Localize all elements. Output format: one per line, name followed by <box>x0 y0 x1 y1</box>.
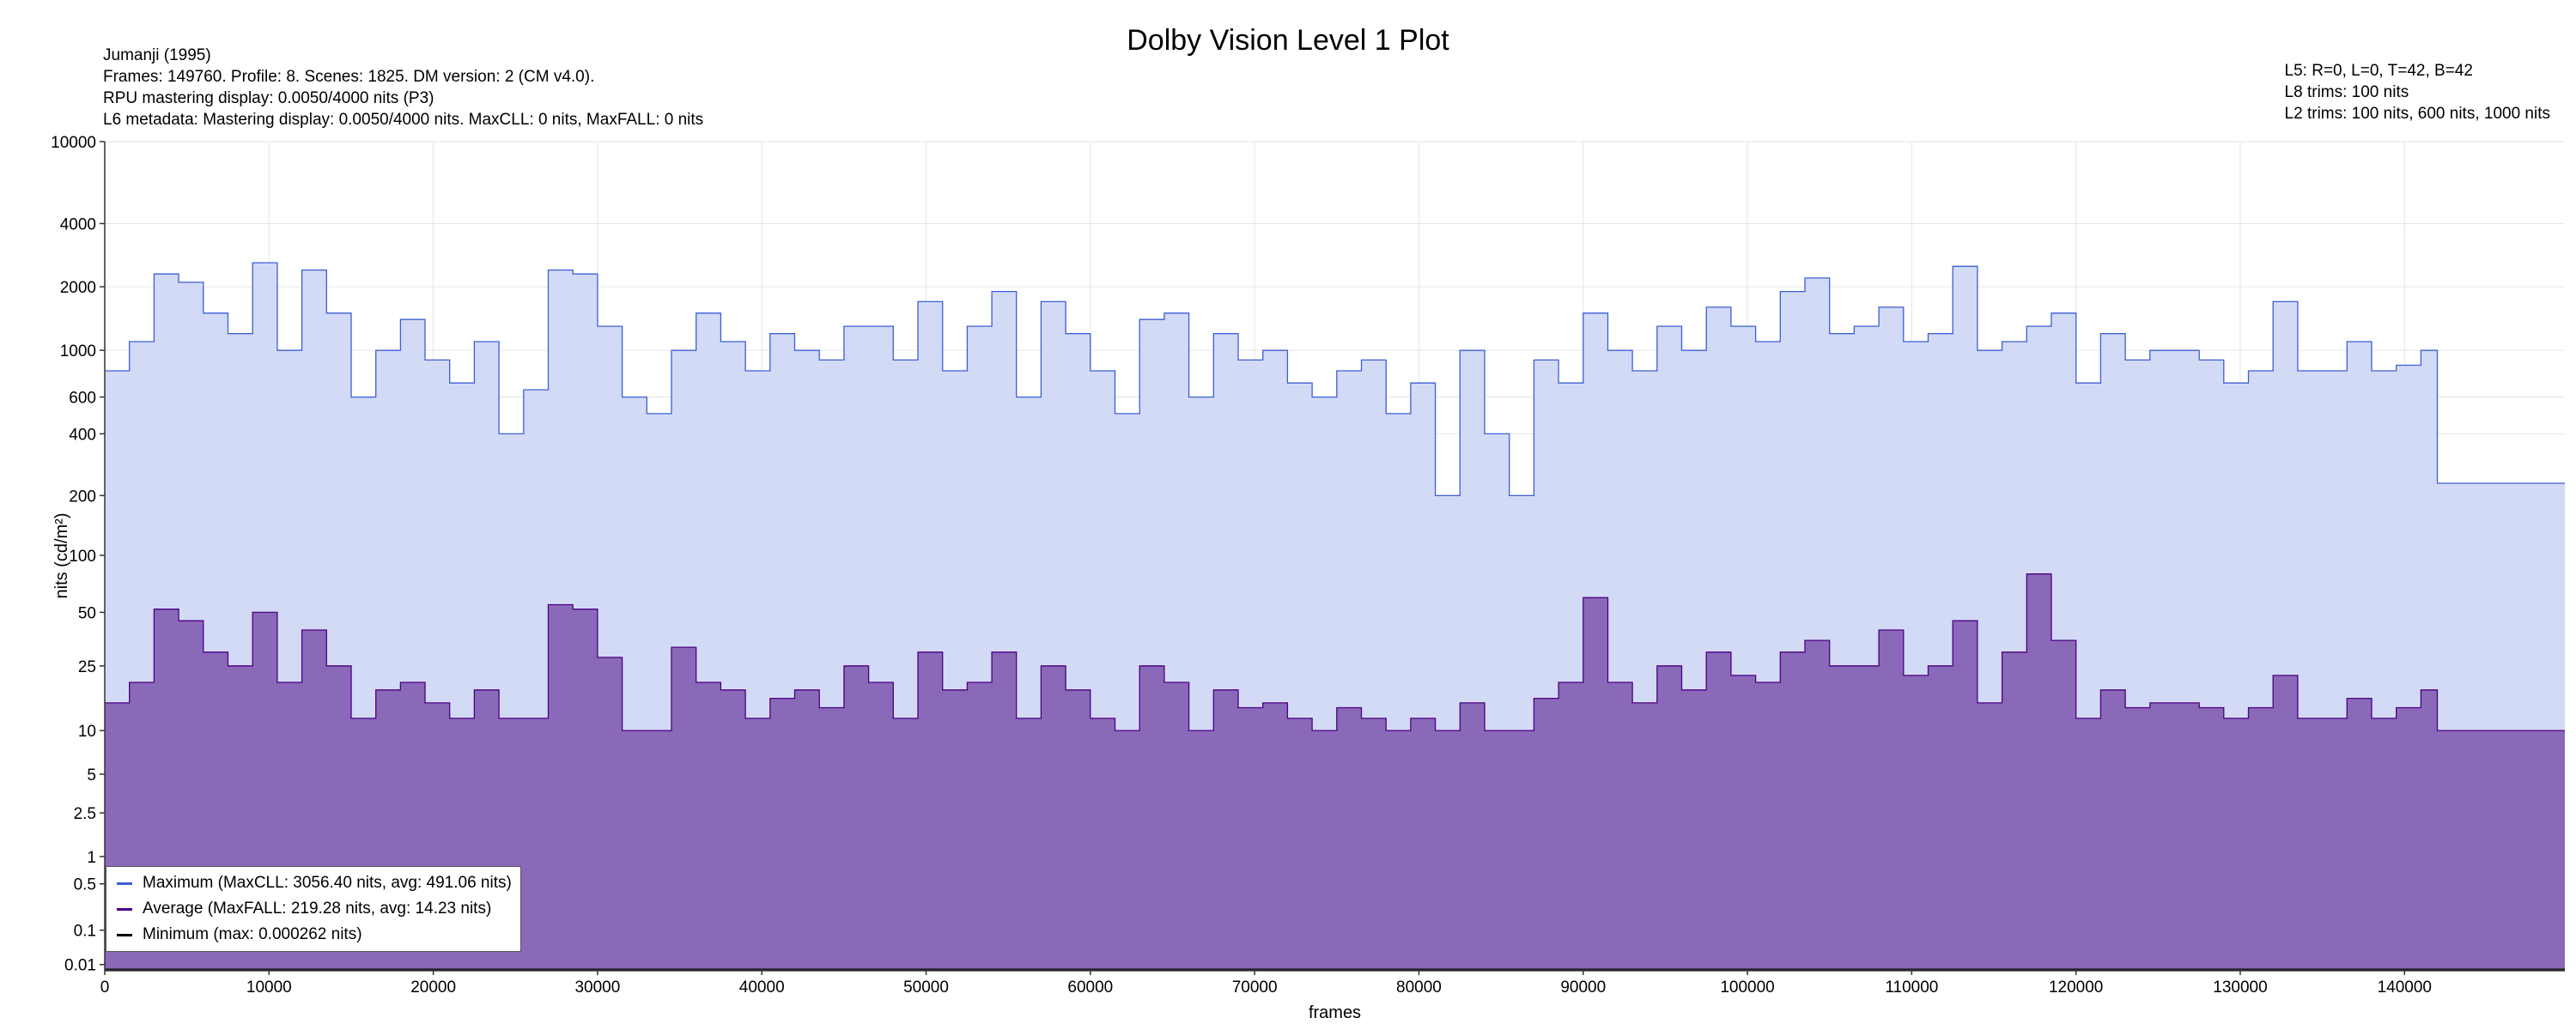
info-line-l5: L5: R=0, L=0, T=42, B=42 <box>2284 62 2473 80</box>
legend-item-average: Average (MaxFALL: 219.28 nits, avg: 14.2… <box>117 896 512 922</box>
x-tick-label: 80000 <box>1396 978 1442 997</box>
x-tick-label: 30000 <box>574 978 620 997</box>
y-tick-label: 5 <box>87 766 96 785</box>
legend-item-minimum: Minimum (max: 0.000262 nits) <box>117 922 512 948</box>
metadata-info-right: L5: R=0, L=0, T=42, B=42 L8 trims: 100 n… <box>2285 60 2550 124</box>
x-tick-label: 0 <box>100 978 110 997</box>
info-line-l6: L6 metadata: Mastering display: 0.0050/4… <box>103 111 704 129</box>
x-tick-label: 70000 <box>1232 978 1278 997</box>
info-line-frames: Frames: 149760. Profile: 8. Scenes: 1825… <box>103 68 595 86</box>
y-tick-label: 2000 <box>60 279 96 297</box>
y-tick-label: 1000 <box>60 342 96 360</box>
x-tick-label: 20000 <box>410 978 456 997</box>
series-layer <box>105 262 2565 972</box>
x-tick-label: 90000 <box>1560 978 1606 997</box>
x-tick-label: 140000 <box>2378 978 2432 997</box>
maximum-series-line <box>105 262 2565 497</box>
legend-label-average: Average (MaxFALL: 219.28 nits, avg: 14.2… <box>143 900 492 918</box>
y-tick-label: 25 <box>78 658 96 676</box>
x-axis-label: frames <box>1309 1003 1361 1022</box>
legend-label-maximum: Maximum (MaxCLL: 3056.40 nits, avg: 491.… <box>143 874 512 892</box>
y-tick-label: 4000 <box>60 215 96 233</box>
y-tick-label: 10000 <box>51 134 96 152</box>
info-line-l2: L2 trims: 100 nits, 600 nits, 1000 nits <box>2284 105 2550 123</box>
x-tick-label: 50000 <box>903 978 949 997</box>
metadata-info-left: Jumanji (1995) Frames: 149760. Profile: … <box>103 45 703 130</box>
y-tick-label: 1 <box>87 849 96 867</box>
x-tick-label: 100000 <box>1720 978 1774 997</box>
average-area <box>105 573 2565 970</box>
y-tick-label: 0.1 <box>74 923 96 941</box>
info-line-l8: L8 trims: 100 nits <box>2284 83 2409 101</box>
x-tick-label: 60000 <box>1067 978 1113 997</box>
y-tick-label: 0.01 <box>64 957 96 975</box>
legend-swatch-maximum <box>117 882 132 885</box>
x-tick-label: 130000 <box>2213 978 2267 997</box>
legend-item-maximum: Maximum (MaxCLL: 3056.40 nits, avg: 491.… <box>117 870 512 896</box>
legend-swatch-average <box>117 907 132 911</box>
info-line-movie: Jumanji (1995) <box>103 46 211 64</box>
chart-title: Dolby Vision Level 1 Plot <box>1127 24 1449 57</box>
y-tick-label: 0.5 <box>74 876 96 894</box>
y-tick-label: 100 <box>69 548 96 566</box>
legend-swatch-minimum <box>117 933 132 936</box>
x-tick-labels: 0 10000 20000 30000 40000 50000 60000 70000 8000… <box>100 970 2432 997</box>
y-tick-label: 600 <box>69 390 96 408</box>
x-tick-label: 10000 <box>246 978 292 997</box>
y-tick-label: 10 <box>78 723 96 741</box>
y-tick-label: 200 <box>69 488 96 506</box>
y-tick-label: 50 <box>78 604 96 622</box>
y-tick-labels: 0.01 0.1 0.5 1 2.5 5 10 25 50 100 200 400 600 1000 200… <box>51 134 105 975</box>
x-tick-label: 120000 <box>2049 978 2103 997</box>
x-tick-label: 40000 <box>739 978 785 997</box>
y-tick-label: 2.5 <box>74 805 96 823</box>
info-line-rpu: RPU mastering display: 0.0050/4000 nits … <box>103 89 434 107</box>
legend: Maximum (MaxCLL: 3056.40 nits, avg: 491.… <box>106 866 521 952</box>
x-tick-label: 110000 <box>1885 978 1938 997</box>
y-axis-label: nits (cd/m²) <box>52 513 71 599</box>
legend-label-minimum: Minimum (max: 0.000262 nits) <box>143 925 362 943</box>
y-tick-label: 400 <box>69 426 96 444</box>
average-series-line <box>105 573 2565 731</box>
